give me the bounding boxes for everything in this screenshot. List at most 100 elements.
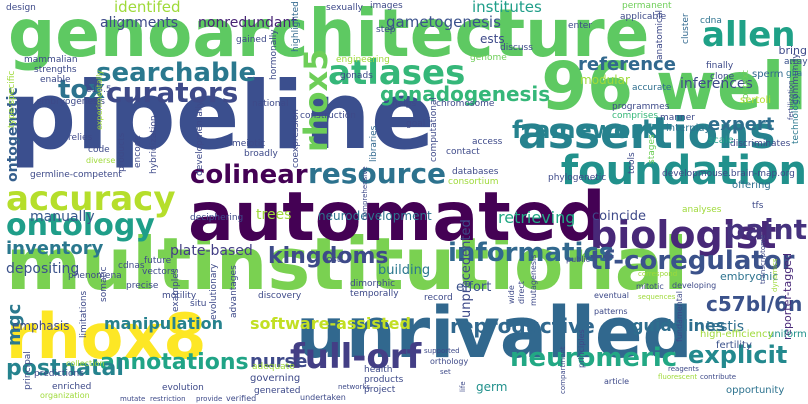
- word-programmes: programmes: [612, 102, 670, 112]
- word-vectors: vectors: [142, 267, 176, 277]
- word-manner: manner: [660, 113, 695, 123]
- word-retrieving: retrieving: [498, 208, 576, 227]
- word-fertilization: fertilization: [787, 80, 795, 120]
- word-orthology: orthology: [430, 357, 469, 366]
- word-e13-5: e13.5: [86, 85, 112, 95]
- word-germ: germ: [476, 380, 508, 394]
- word-opportunity: opportunity: [726, 385, 785, 396]
- word-trees: trees: [256, 207, 292, 223]
- word-modular: modular: [580, 73, 630, 87]
- word-allen: allen: [702, 15, 796, 55]
- word-unprecedented: unprecedented: [459, 219, 474, 318]
- word-wide: wide: [507, 285, 516, 304]
- word-embryogenesis: embryogenesis: [36, 97, 105, 107]
- word-testis: testis: [706, 319, 745, 335]
- word-automated: automated: [188, 178, 606, 257]
- word-bring: bring: [778, 44, 807, 57]
- word-motility: motility: [162, 291, 197, 301]
- word-set: set: [440, 368, 451, 376]
- word-correspond: correspond: [638, 270, 678, 278]
- word-examples: examples: [171, 268, 181, 312]
- word-annotations: annotations: [100, 350, 249, 375]
- word-building: building: [378, 263, 431, 278]
- word-lost: lost: [324, 255, 341, 265]
- word-contact: contact: [446, 147, 480, 157]
- word-developing: developing: [672, 281, 717, 290]
- word-discuss: discuss: [500, 43, 533, 53]
- word-contribute: contribute: [700, 373, 737, 381]
- word-consortium: consortium: [448, 177, 499, 187]
- word-nonredundant: nonredundant: [198, 15, 297, 31]
- word-comprehensive: comprehensive: [361, 166, 369, 220]
- word-encode: encode: [133, 135, 143, 168]
- word-postnatal: postnatal: [6, 356, 124, 381]
- word-developmouse: developmouse.brain-map.org: [662, 169, 795, 179]
- word-mutate: mutate: [120, 395, 146, 403]
- word-adequate: adequate: [252, 362, 295, 372]
- word-expert: expert: [708, 114, 775, 135]
- word-diverse: diverse: [86, 156, 116, 165]
- word-future: future: [144, 256, 172, 266]
- word-array: array: [784, 57, 808, 67]
- word-cdna: cdna: [700, 16, 722, 26]
- word-gonads: gonads: [340, 71, 373, 81]
- word-context: context: [741, 70, 751, 104]
- word-tfs: tfs: [752, 201, 764, 211]
- word-accuracy: accuracy: [6, 179, 176, 219]
- word-helps: helps: [392, 99, 417, 109]
- word-multinstitutional: multinstitutional: [6, 222, 689, 306]
- word-enriched: enriched: [52, 382, 92, 392]
- word-accurate: accurate: [632, 83, 672, 93]
- word-cdnas: cdnas: [118, 261, 145, 271]
- word-engineering: engineering: [336, 55, 390, 65]
- word-evolutionary: evolutionary: [209, 263, 219, 320]
- word-computational: computational: [429, 97, 439, 162]
- word-fundamental: fundamental: [675, 291, 684, 342]
- word-libraries: libraries: [369, 125, 379, 162]
- word-guidelines: guidelines: [632, 316, 726, 335]
- word-inferences: inferences: [680, 76, 753, 92]
- word-rhox5: rhox5: [297, 48, 335, 152]
- word-enter: enter: [568, 21, 593, 31]
- word-neurodevelopment: neurodevelopment: [318, 209, 432, 223]
- word-code: code: [88, 145, 110, 155]
- word-mitotic: mitotic: [636, 282, 664, 291]
- word-relies: relies: [68, 133, 93, 143]
- word-experimentally: experimentally: [95, 69, 104, 130]
- word-stages: stages: [647, 134, 657, 164]
- word-compartment: compartment: [559, 346, 567, 394]
- word-colinear: colinear: [190, 160, 308, 190]
- word-record: record: [424, 293, 453, 303]
- word-restriction: restriction: [150, 395, 186, 403]
- word-germline-competent: germline-competent: [30, 170, 122, 180]
- word-depositing: depositing: [6, 261, 80, 277]
- word-transcriptome: transcriptome: [759, 234, 767, 284]
- word-developmentally: developmentally: [195, 100, 205, 176]
- word-kingdoms: kingdoms: [268, 244, 389, 269]
- word-software-assisted: software-assisted: [250, 314, 411, 333]
- word-tox: tox: [58, 75, 106, 105]
- word-explicit: explicit: [688, 341, 788, 369]
- word-embryonic: embryonic: [720, 270, 779, 283]
- word-applicable: applicable: [620, 12, 667, 22]
- word-undertaken: undertaken: [300, 393, 346, 402]
- word-scale: scale: [708, 135, 734, 146]
- word-permanent: permanent: [622, 1, 672, 11]
- word-atlases: atlases: [328, 53, 466, 93]
- word-emphasis: emphasis: [12, 319, 70, 333]
- word-alignments: alignments: [100, 15, 179, 31]
- word-finally: finally: [706, 61, 734, 71]
- word-access: access: [472, 137, 503, 147]
- word-discriminates: discriminates: [730, 139, 791, 149]
- word-phylogenetic: phylogenetic: [548, 173, 607, 183]
- word-somatic: somatic: [99, 266, 109, 302]
- word-generated: generated: [254, 386, 301, 396]
- word-ontology: ontology: [6, 208, 155, 243]
- word-neuromeric: neuromeric: [510, 343, 678, 373]
- word-project: project: [364, 385, 396, 395]
- word-offering: offering: [732, 180, 771, 191]
- word-identifed: identifed: [114, 0, 181, 16]
- word-genome: genome: [470, 53, 507, 63]
- word-sperm: sperm: [752, 69, 784, 80]
